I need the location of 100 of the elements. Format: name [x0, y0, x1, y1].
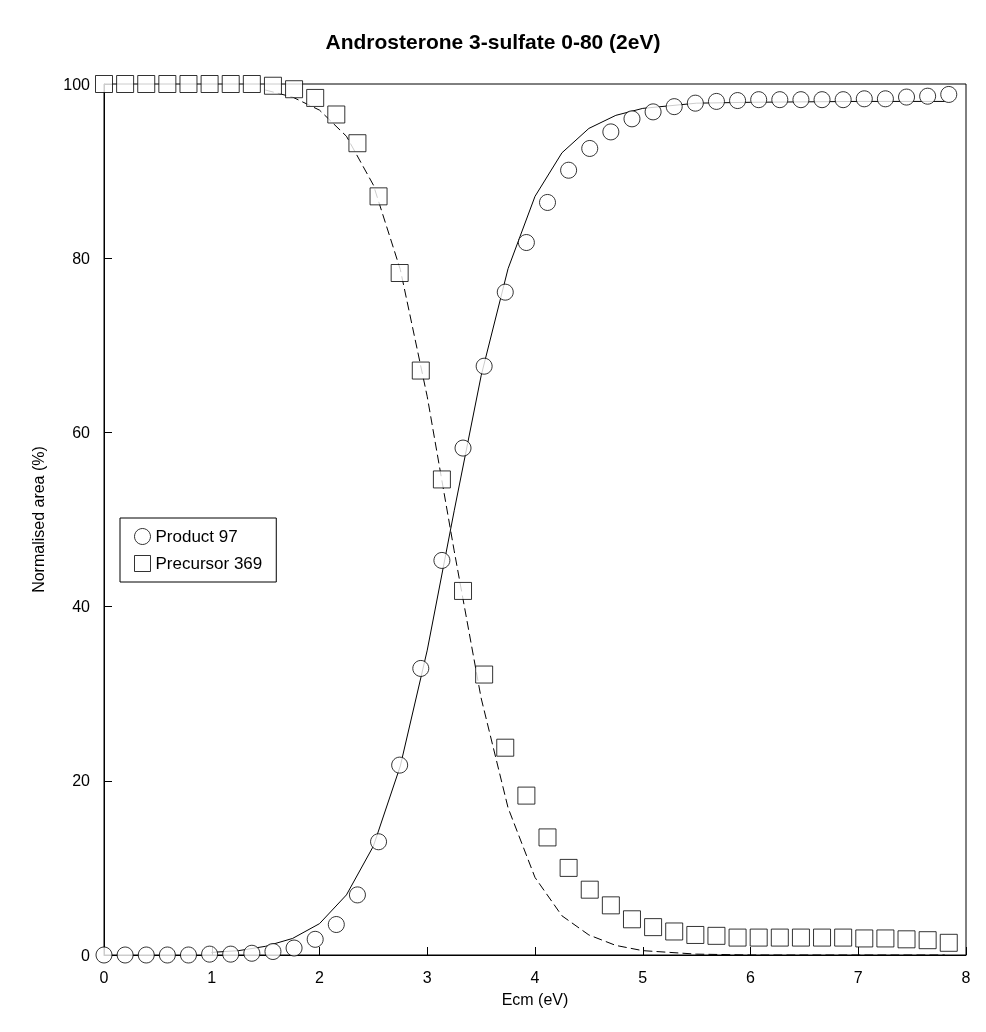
- point: [792, 91, 810, 109]
- point: [855, 90, 873, 108]
- point: [348, 134, 367, 153]
- point: [242, 75, 261, 93]
- point: [137, 75, 156, 93]
- point: [158, 946, 176, 964]
- point: [285, 80, 304, 99]
- point: [95, 946, 113, 964]
- x-tick-label: 8: [961, 968, 971, 986]
- point: [454, 581, 473, 600]
- point: [855, 929, 874, 948]
- point: [559, 858, 578, 877]
- point: [285, 939, 303, 957]
- point: [791, 928, 810, 947]
- point: [306, 88, 325, 107]
- point: [602, 123, 620, 141]
- point: [264, 943, 282, 961]
- point: [391, 756, 409, 774]
- point: [918, 931, 937, 950]
- point: [116, 946, 134, 964]
- point: [412, 659, 430, 677]
- legend-label: Precursor 369: [155, 554, 263, 573]
- point: [538, 828, 557, 847]
- point: [707, 92, 725, 110]
- point: [876, 929, 895, 948]
- point: [813, 91, 831, 109]
- point: [939, 933, 958, 952]
- point: [327, 105, 346, 124]
- point: [686, 94, 704, 112]
- x-tick-label: 6: [746, 968, 756, 986]
- y-tick-label: 0: [81, 946, 91, 964]
- point: [454, 439, 472, 457]
- point: [834, 928, 853, 947]
- point: [749, 928, 768, 947]
- point: [601, 896, 620, 915]
- point: [580, 880, 599, 899]
- point: [834, 91, 852, 109]
- point: [897, 930, 916, 949]
- y-tick-label: 80: [72, 249, 91, 267]
- point: [411, 361, 430, 380]
- point: [813, 928, 832, 947]
- point: [179, 75, 198, 93]
- x-tick-label: 0: [99, 968, 109, 986]
- point: [581, 139, 599, 157]
- point: [263, 76, 282, 95]
- y-axis-title: Normalised area (%): [29, 446, 47, 593]
- point: [898, 88, 916, 106]
- point: [222, 945, 240, 963]
- point: [919, 87, 937, 105]
- point: [327, 916, 345, 934]
- point: [116, 75, 135, 93]
- point: [221, 75, 240, 93]
- x-tick-label: 7: [853, 968, 863, 986]
- x-tick-label: 3: [422, 968, 432, 986]
- point: [623, 110, 641, 128]
- point: [940, 85, 958, 103]
- point: [475, 665, 494, 684]
- point: [876, 90, 894, 108]
- point: [644, 918, 663, 937]
- point: [622, 910, 641, 929]
- point: [390, 264, 409, 283]
- chart-title: Androsterone 3-sulfate 0-80 (2eV): [325, 30, 661, 53]
- point: [475, 357, 493, 375]
- y-tick-label: 100: [63, 75, 91, 93]
- point: [369, 187, 388, 206]
- point: [137, 946, 155, 964]
- point: [728, 928, 747, 947]
- legend-label: Product 97: [155, 527, 238, 546]
- point: [158, 75, 177, 93]
- y-tick-label: 60: [72, 423, 91, 441]
- point: [348, 886, 366, 904]
- point: [750, 91, 768, 109]
- point: [644, 103, 662, 121]
- point: [517, 786, 536, 805]
- point: [665, 98, 683, 116]
- point: [201, 945, 219, 963]
- point: [200, 75, 219, 93]
- y-tick-label: 40: [72, 598, 91, 616]
- point: [433, 551, 451, 569]
- point: [496, 738, 515, 757]
- point: [707, 926, 726, 945]
- point: [771, 91, 789, 109]
- point: [517, 234, 535, 252]
- point: [432, 470, 451, 489]
- x-tick-label: 1: [207, 968, 217, 986]
- point: [496, 283, 514, 301]
- point: [179, 946, 197, 964]
- point: [729, 92, 747, 110]
- x-tick-label: 2: [315, 968, 325, 986]
- point: [770, 928, 789, 947]
- point: [243, 944, 261, 962]
- point: [306, 930, 324, 948]
- x-axis-title: Ecm (eV): [501, 990, 569, 1008]
- x-tick-label: 4: [530, 968, 540, 986]
- point: [370, 833, 388, 851]
- point: [686, 925, 705, 944]
- x-tick-label: 5: [638, 968, 648, 986]
- point: [539, 193, 556, 211]
- point: [665, 922, 684, 941]
- point: [560, 161, 578, 179]
